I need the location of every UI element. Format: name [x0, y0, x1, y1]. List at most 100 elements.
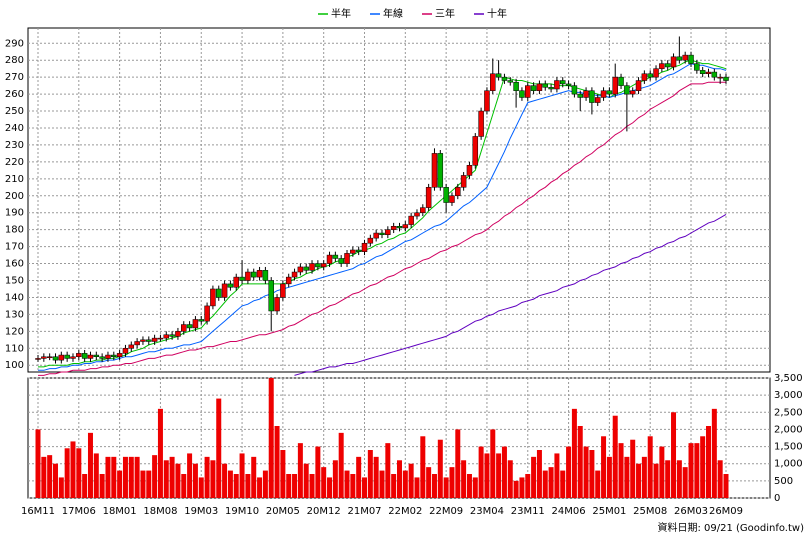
volume-bar — [531, 456, 537, 498]
y2-tick-label: 2,500 — [774, 407, 803, 418]
volume-bar — [367, 450, 373, 498]
candle-body — [52, 356, 59, 361]
volume-bar — [105, 456, 111, 498]
y2-tick-label: 0 — [774, 493, 780, 504]
volume-bar — [181, 474, 187, 498]
y-tick-label: 190 — [5, 208, 24, 219]
x-tick-label: 25M01 — [592, 506, 626, 517]
volume-bar — [630, 439, 636, 498]
volume-bar — [344, 470, 350, 498]
volume-bar — [571, 408, 577, 498]
volume-bar — [122, 456, 128, 498]
candle-body — [274, 297, 280, 312]
candle-body — [262, 270, 269, 281]
y-tick-label: 170 — [5, 242, 24, 253]
y2-tick-label: 2,000 — [774, 424, 803, 435]
y-tick-label: 250 — [5, 106, 24, 117]
candle-body — [221, 283, 228, 298]
candle-body — [647, 73, 653, 78]
volume-bar — [606, 456, 612, 498]
volume-bar — [589, 450, 595, 498]
candle-body — [525, 85, 531, 98]
candle-body — [629, 90, 636, 95]
volume-bar — [466, 474, 472, 498]
ma-line — [38, 59, 727, 368]
volume-bar — [431, 474, 437, 498]
candle-body — [250, 271, 257, 278]
candle-body — [559, 80, 566, 85]
y2-tick-label: 3,500 — [774, 373, 803, 384]
y-tick-label: 180 — [5, 225, 24, 236]
candle-body — [495, 73, 502, 78]
volume-bar — [671, 412, 677, 498]
candle-body — [122, 348, 129, 354]
candle-body — [583, 90, 589, 98]
candle-body — [192, 319, 199, 329]
volume-bar — [385, 443, 391, 498]
candle-body — [268, 280, 274, 312]
volume-bar — [566, 446, 572, 498]
y-tick-label: 140 — [5, 292, 24, 303]
candle-body — [157, 337, 164, 340]
volume-bar — [548, 467, 554, 498]
x-tick-label: 20M12 — [307, 506, 341, 517]
candle-body — [414, 212, 420, 217]
candle-body — [694, 63, 700, 71]
ma-line — [38, 63, 727, 371]
volume-bar — [583, 446, 589, 498]
x-tick-label: 26M09 — [709, 506, 743, 517]
volume-bar — [163, 460, 169, 498]
candle-body — [204, 305, 210, 322]
candle-body — [659, 63, 665, 69]
volume-bar — [408, 463, 414, 498]
volume-bar — [321, 467, 327, 498]
candle-body — [367, 237, 374, 244]
volume-bar — [274, 426, 280, 498]
candle-body — [723, 76, 729, 81]
volume-bar — [601, 436, 607, 498]
y-tick-label: 200 — [5, 191, 24, 202]
volume-bar — [152, 455, 158, 498]
legend-label: 半年 — [331, 7, 351, 20]
candle-body — [577, 93, 583, 98]
volume-bar — [426, 467, 432, 498]
candle-body — [501, 76, 508, 81]
volume-bar — [82, 474, 88, 498]
volume-bar — [536, 450, 542, 498]
volume-bar — [484, 453, 490, 498]
volume-bar — [286, 474, 292, 498]
volume-bar — [356, 456, 362, 498]
candle-body — [215, 288, 222, 298]
volume-bar — [52, 463, 58, 498]
candle-body — [717, 76, 723, 79]
candle-body — [711, 71, 718, 78]
volume-bar — [647, 436, 653, 498]
x-tick-label: 24M06 — [552, 506, 586, 517]
volume-bar — [577, 426, 583, 498]
y-tick-label: 120 — [5, 326, 24, 337]
volume-bar — [706, 426, 712, 498]
volume-bar — [437, 439, 443, 498]
candle-body — [315, 263, 321, 268]
volume-bar — [204, 456, 210, 498]
volume-bar — [210, 460, 216, 498]
candle-body — [111, 354, 117, 357]
volume-bar — [146, 470, 152, 498]
volume-bar — [694, 443, 700, 498]
candle-body — [233, 276, 239, 288]
volume-bar — [496, 453, 502, 498]
volume-bar — [665, 460, 671, 498]
candle-body — [478, 110, 484, 137]
candle-body — [408, 215, 414, 225]
volume-bar — [449, 467, 455, 498]
x-tick-label: 16M11 — [21, 506, 55, 517]
y-tick-label: 230 — [5, 140, 24, 151]
candle-body — [589, 90, 595, 103]
volume-bar — [128, 456, 134, 498]
volume-bar — [641, 456, 647, 498]
y-tick-label: 290 — [5, 38, 24, 49]
volume-bar — [93, 453, 99, 498]
x-tick-label: 17M06 — [62, 506, 96, 517]
volume-bar — [251, 456, 257, 498]
volume-bar — [501, 446, 507, 498]
